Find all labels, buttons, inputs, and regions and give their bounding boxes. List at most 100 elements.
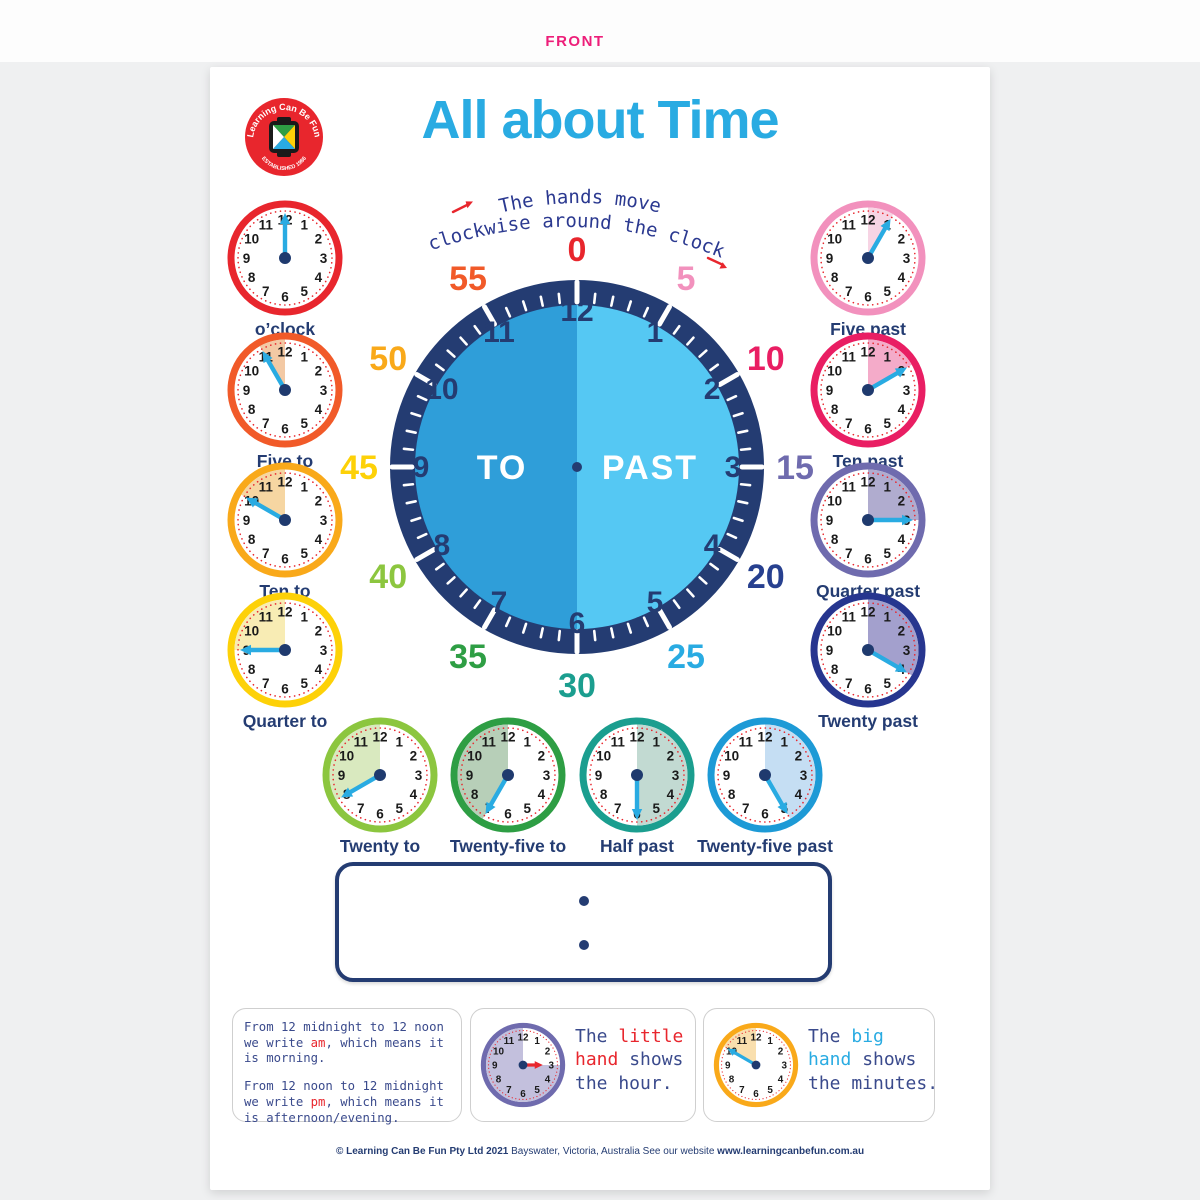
svg-text:45: 45 (340, 449, 378, 487)
svg-text:11: 11 (737, 1036, 748, 1047)
svg-text:10: 10 (425, 373, 458, 406)
svg-text:5: 5 (883, 284, 891, 299)
svg-text:1: 1 (883, 480, 891, 495)
svg-text:8: 8 (600, 787, 608, 802)
svg-text:12: 12 (277, 344, 292, 359)
svg-text:3: 3 (320, 643, 328, 658)
svg-text:7: 7 (845, 546, 853, 561)
svg-text:6: 6 (569, 607, 586, 640)
svg-text:4: 4 (778, 1075, 784, 1086)
svg-text:11: 11 (259, 610, 274, 625)
ampm-paragraph-2: From 12 noon to 12 midnight we write pm,… (244, 1079, 444, 1125)
svg-text:11: 11 (842, 480, 857, 495)
svg-text:12: 12 (517, 1032, 529, 1043)
svg-text:10: 10 (747, 340, 785, 378)
svg-text:12: 12 (560, 295, 593, 328)
svg-text:8: 8 (434, 529, 451, 562)
svg-text:1: 1 (534, 1036, 540, 1047)
svg-text:7: 7 (506, 1085, 512, 1096)
svg-text:12: 12 (860, 604, 875, 619)
svg-text:8: 8 (471, 787, 479, 802)
svg-text:5: 5 (647, 586, 664, 619)
svg-text:10: 10 (724, 749, 739, 764)
svg-text:3: 3 (903, 383, 911, 398)
mini-clock-label-twenty-to: Twenty to (339, 836, 421, 856)
svg-text:9: 9 (466, 768, 474, 783)
svg-text:3: 3 (903, 643, 911, 658)
svg-text:9: 9 (243, 513, 251, 528)
svg-text:10: 10 (467, 749, 482, 764)
svg-text:3: 3 (781, 1061, 787, 1072)
svg-text:8: 8 (831, 532, 839, 547)
svg-text:2: 2 (538, 749, 546, 764)
svg-text:6: 6 (864, 289, 872, 304)
svg-text:3: 3 (903, 251, 911, 266)
svg-text:3: 3 (320, 513, 328, 528)
colon-dot (578, 940, 589, 950)
svg-text:1: 1 (883, 610, 891, 625)
mini-clock-label-twenty-past: Twenty past (818, 711, 918, 731)
svg-text:3: 3 (672, 768, 680, 783)
svg-text:1: 1 (883, 350, 891, 365)
svg-text:4: 4 (795, 787, 803, 802)
svg-text:4: 4 (704, 529, 721, 562)
poster-page: Learning Can Be Fun ESTABLISHED 1986 All… (210, 67, 990, 1190)
svg-text:10: 10 (596, 749, 611, 764)
svg-text:5: 5 (534, 1085, 540, 1096)
little-hand-demo-clock: 1 2 3 4 5 6 7 8 9 10 11 12 (479, 1021, 567, 1109)
svg-text:7: 7 (262, 546, 270, 561)
svg-text:10: 10 (827, 364, 842, 379)
svg-text:12: 12 (860, 212, 875, 227)
svg-text:1: 1 (647, 316, 664, 349)
pm-highlight: pm (310, 1094, 326, 1109)
main-clock: 1 2 3 4 5 6 7 8 9 10 11 12 TO PAST 0 5 10 15 20 25 30 35 40 45 5… (297, 187, 857, 747)
svg-text:4: 4 (538, 787, 546, 802)
svg-text:2: 2 (795, 749, 803, 764)
svg-text:25: 25 (667, 638, 705, 676)
svg-text:4: 4 (898, 532, 906, 547)
svg-text:8: 8 (248, 402, 256, 417)
front-label: FRONT (545, 33, 605, 50)
am-highlight: am (310, 1035, 326, 1050)
svg-text:5: 5 (883, 546, 891, 561)
svg-text:9: 9 (723, 768, 731, 783)
svg-text:7: 7 (491, 586, 508, 619)
clockwise-note: The hands move clockwise around the cloc… (425, 186, 728, 269)
svg-text:1: 1 (780, 735, 788, 750)
svg-text:11: 11 (842, 350, 857, 365)
svg-text:2: 2 (898, 494, 906, 509)
svg-text:10: 10 (493, 1046, 505, 1057)
svg-text:PAST: PAST (602, 449, 698, 487)
svg-text:5: 5 (767, 1085, 773, 1096)
svg-text:3: 3 (543, 768, 551, 783)
svg-text:6: 6 (753, 1089, 759, 1100)
svg-text:8: 8 (729, 1075, 735, 1086)
svg-text:11: 11 (504, 1036, 515, 1047)
svg-text:12: 12 (860, 474, 875, 489)
svg-text:4: 4 (410, 787, 418, 802)
arrow-right-icon (706, 256, 727, 269)
svg-text:8: 8 (831, 402, 839, 417)
colon-dot (578, 896, 589, 906)
mini-clock-label-half-past: Half past (600, 836, 674, 856)
svg-text:12: 12 (629, 729, 644, 744)
svg-text:8: 8 (831, 662, 839, 677)
mini-clock-label-twenty-five-past: Twenty-five past (697, 836, 833, 856)
svg-text:7: 7 (262, 284, 270, 299)
svg-text:8: 8 (496, 1075, 502, 1086)
svg-text:8: 8 (831, 270, 839, 285)
footer-copyright: © Learning Can Be Fun Pty Ltd 2021 Baysw… (335, 1146, 865, 1157)
svg-text:2: 2 (667, 749, 675, 764)
